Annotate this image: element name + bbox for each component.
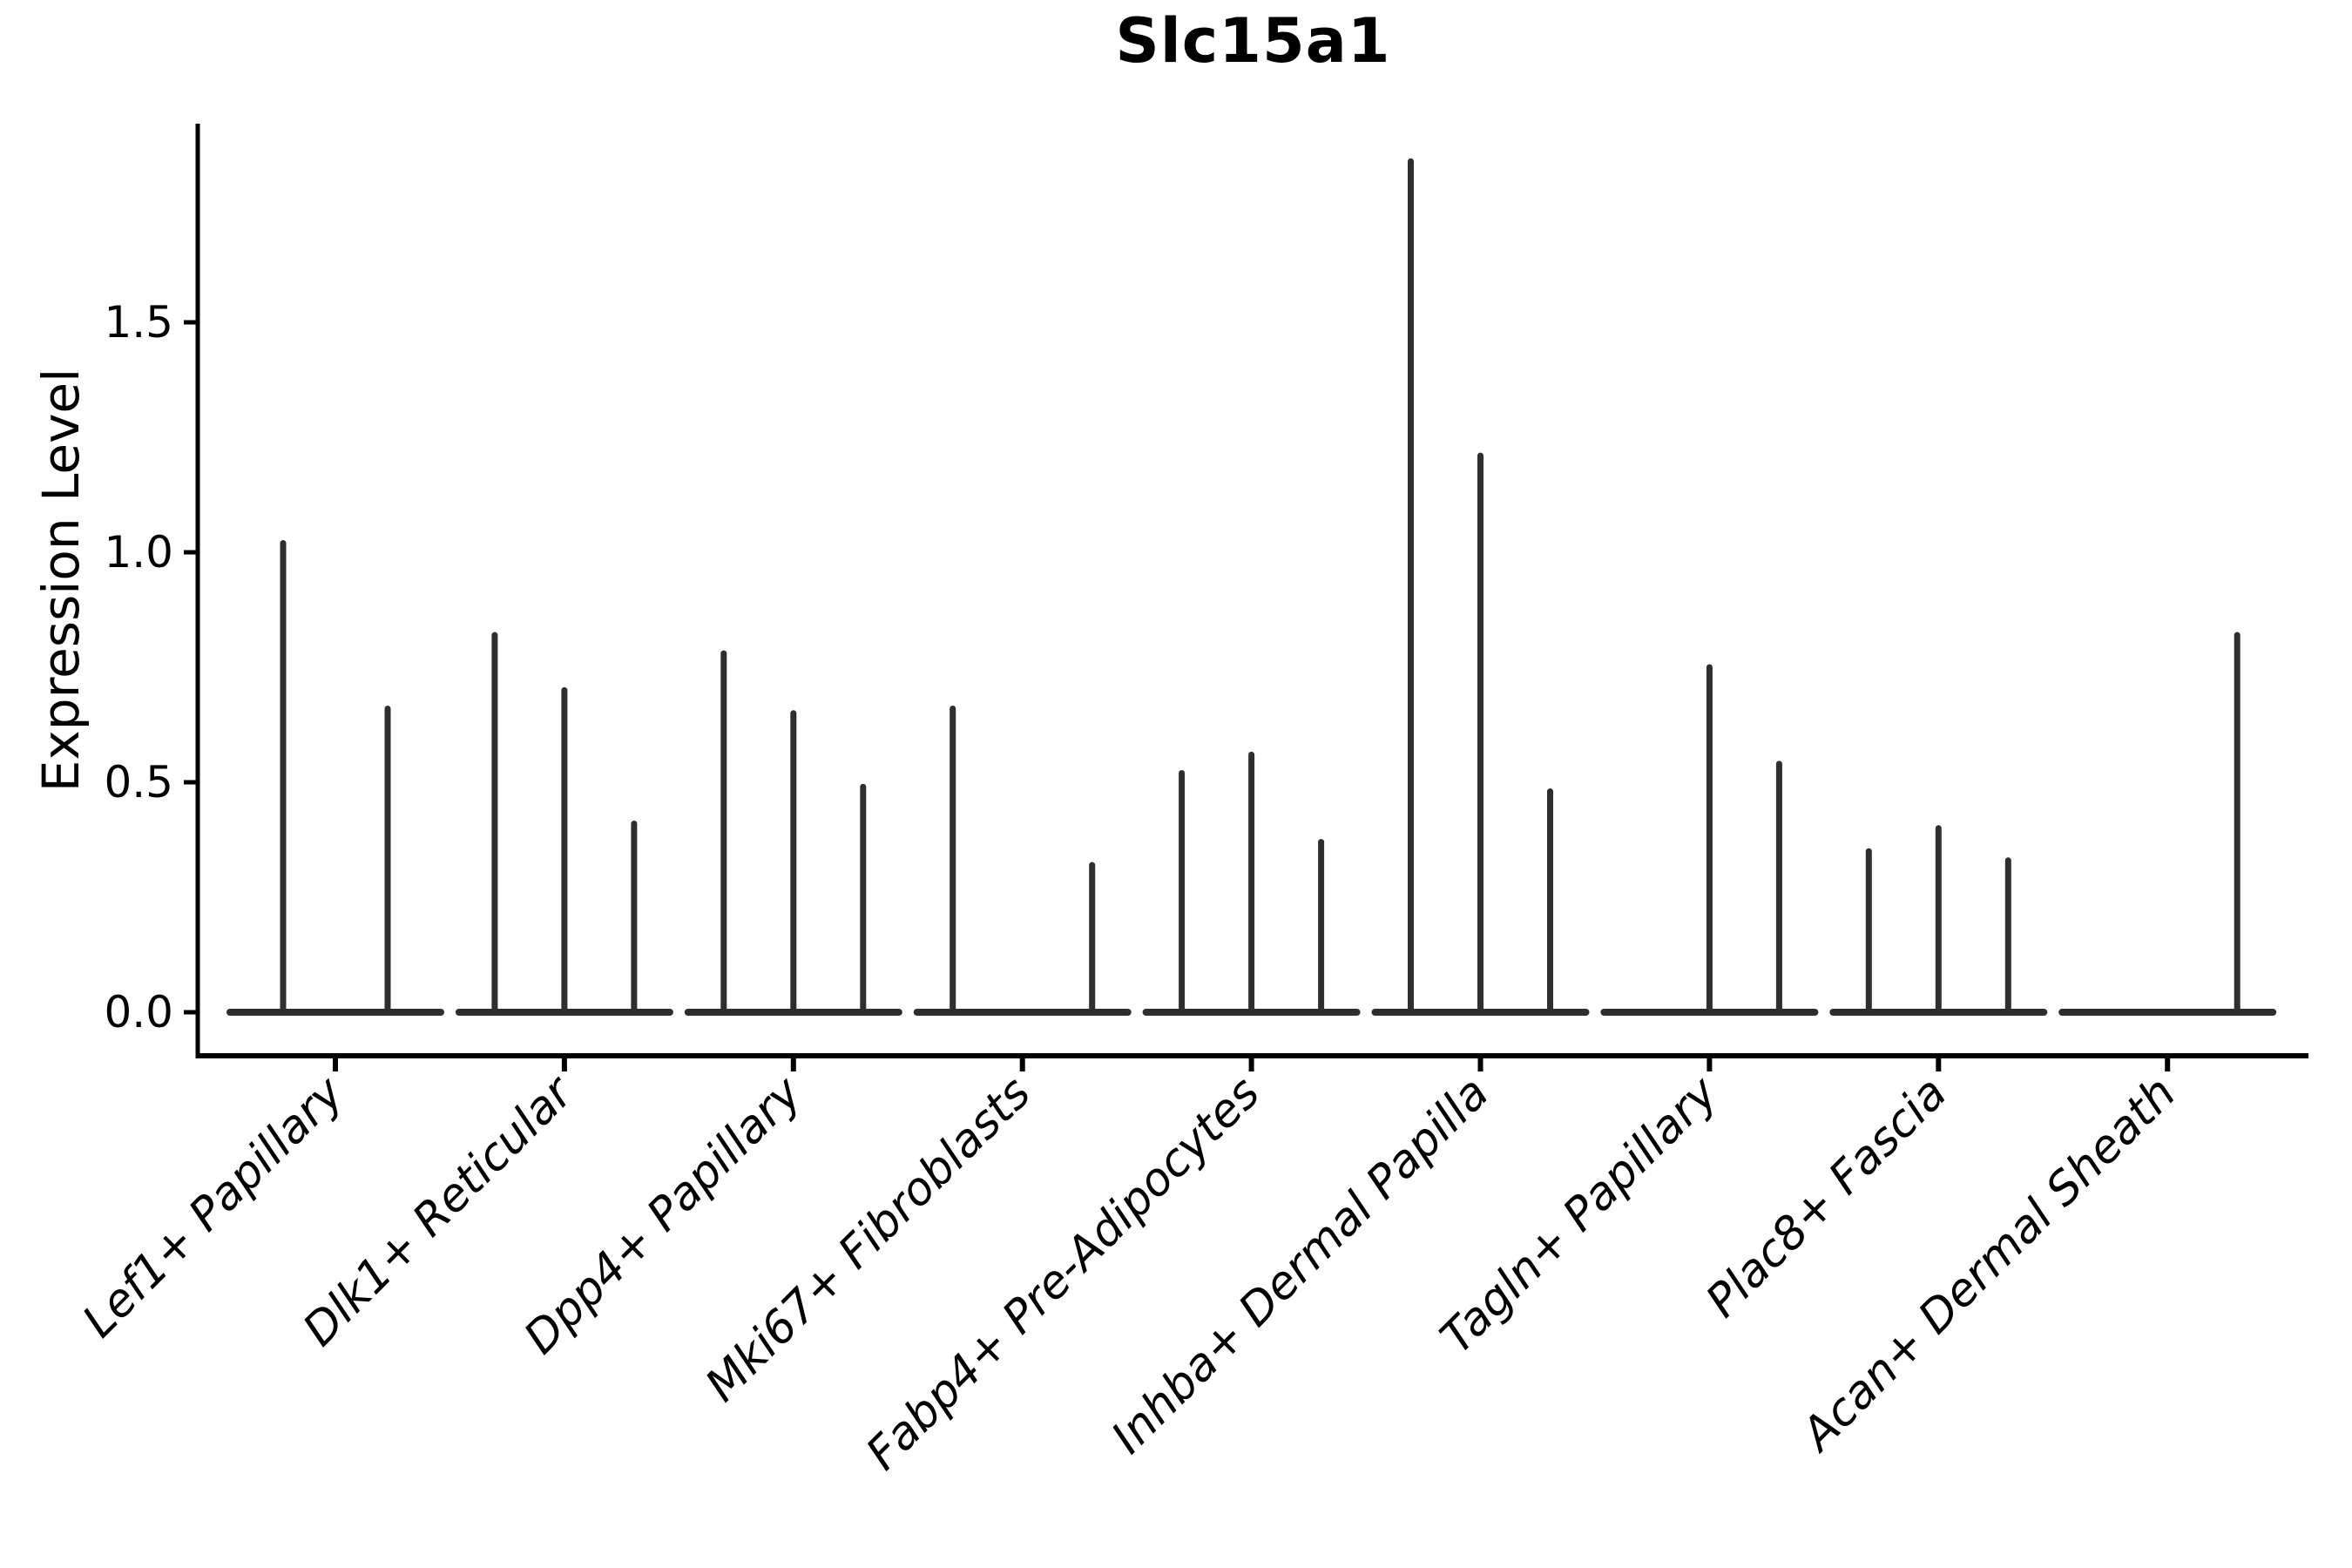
x-category-label: Fabp4+ Pre-Adipocytes [856, 1067, 1270, 1481]
y-tick-label: 0.5 [104, 757, 173, 808]
x-category-label: Inhba+ Dermal Papilla [1102, 1067, 1499, 1464]
y-tick-label: 0.0 [104, 987, 173, 1037]
y-tick-label: 1.5 [104, 297, 173, 348]
x-category-label: Plac8+ Fascia [1696, 1067, 1957, 1328]
x-category-label: Acan+ Dermal Sheath [1790, 1067, 2186, 1463]
chart-title: Slc15a1 [1115, 5, 1391, 77]
y-tick-label: 1.0 [104, 527, 173, 578]
